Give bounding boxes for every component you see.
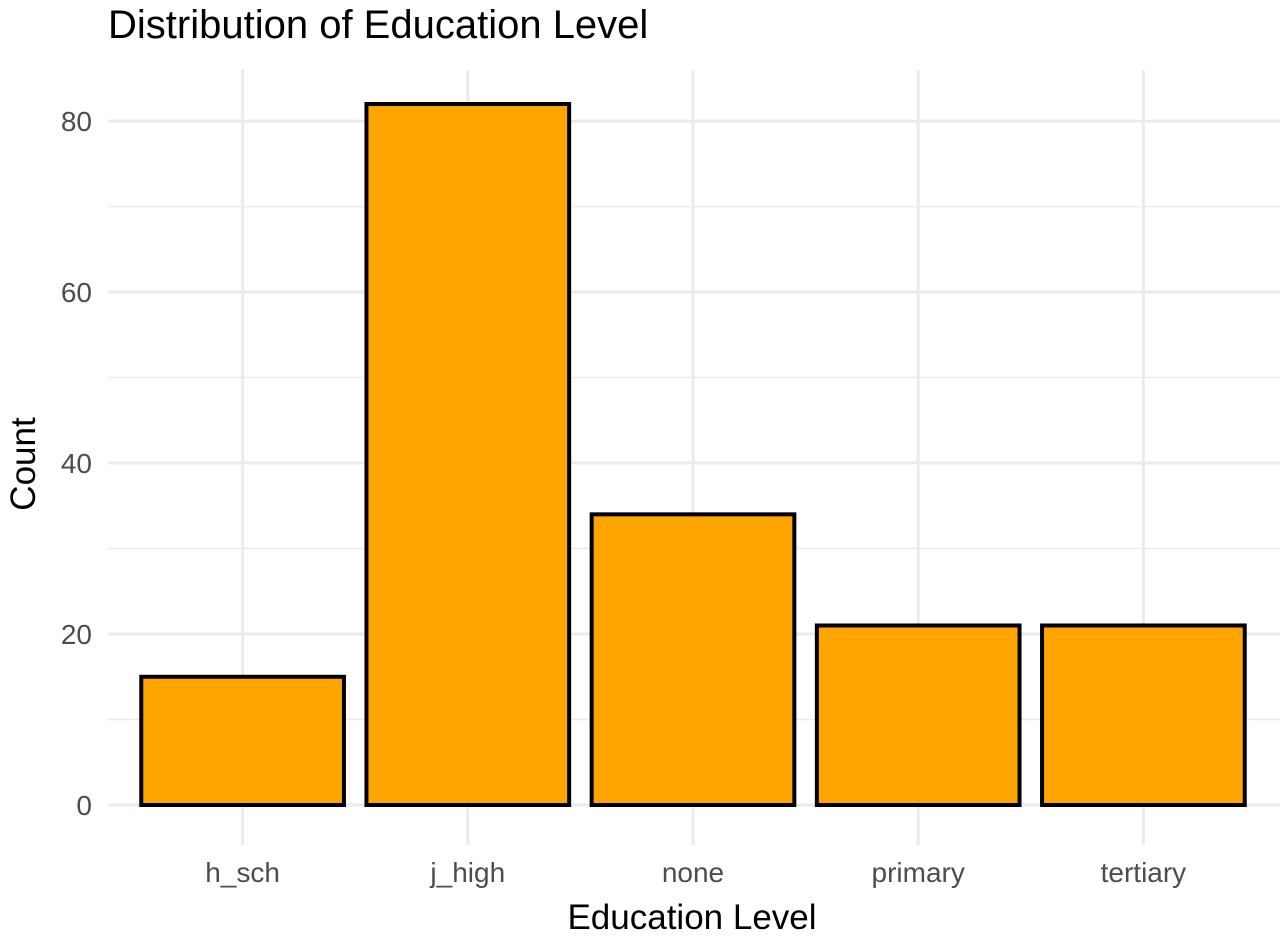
y-tick-label: 20 bbox=[61, 619, 92, 650]
y-tick-label: 60 bbox=[61, 277, 92, 308]
x-tick-label: none bbox=[662, 857, 724, 888]
chart-title: Distribution of Education Level bbox=[108, 3, 648, 47]
y-axis-title: Count bbox=[4, 417, 43, 511]
bars bbox=[139, 102, 1247, 808]
y-tick-label: 0 bbox=[76, 790, 92, 821]
bar-tertiary bbox=[1040, 623, 1247, 807]
x-tick-label: j_high bbox=[429, 857, 505, 888]
bar-h_sch bbox=[139, 674, 346, 808]
y-tick-label: 40 bbox=[61, 448, 92, 479]
x-tick-label: primary bbox=[872, 857, 965, 888]
bar-primary bbox=[814, 623, 1022, 807]
x-tick-label: tertiary bbox=[1101, 857, 1187, 888]
x-axis-tick-labels: h_sch j_high none primary tertiary bbox=[205, 857, 1186, 888]
bar-none bbox=[589, 512, 797, 808]
x-tick-label: h_sch bbox=[205, 857, 280, 888]
bar-j_high bbox=[364, 102, 572, 807]
x-axis-title: Education Level bbox=[567, 898, 816, 937]
y-axis-tick-labels: 0 20 40 60 80 bbox=[61, 106, 92, 821]
y-tick-label: 80 bbox=[61, 106, 92, 137]
